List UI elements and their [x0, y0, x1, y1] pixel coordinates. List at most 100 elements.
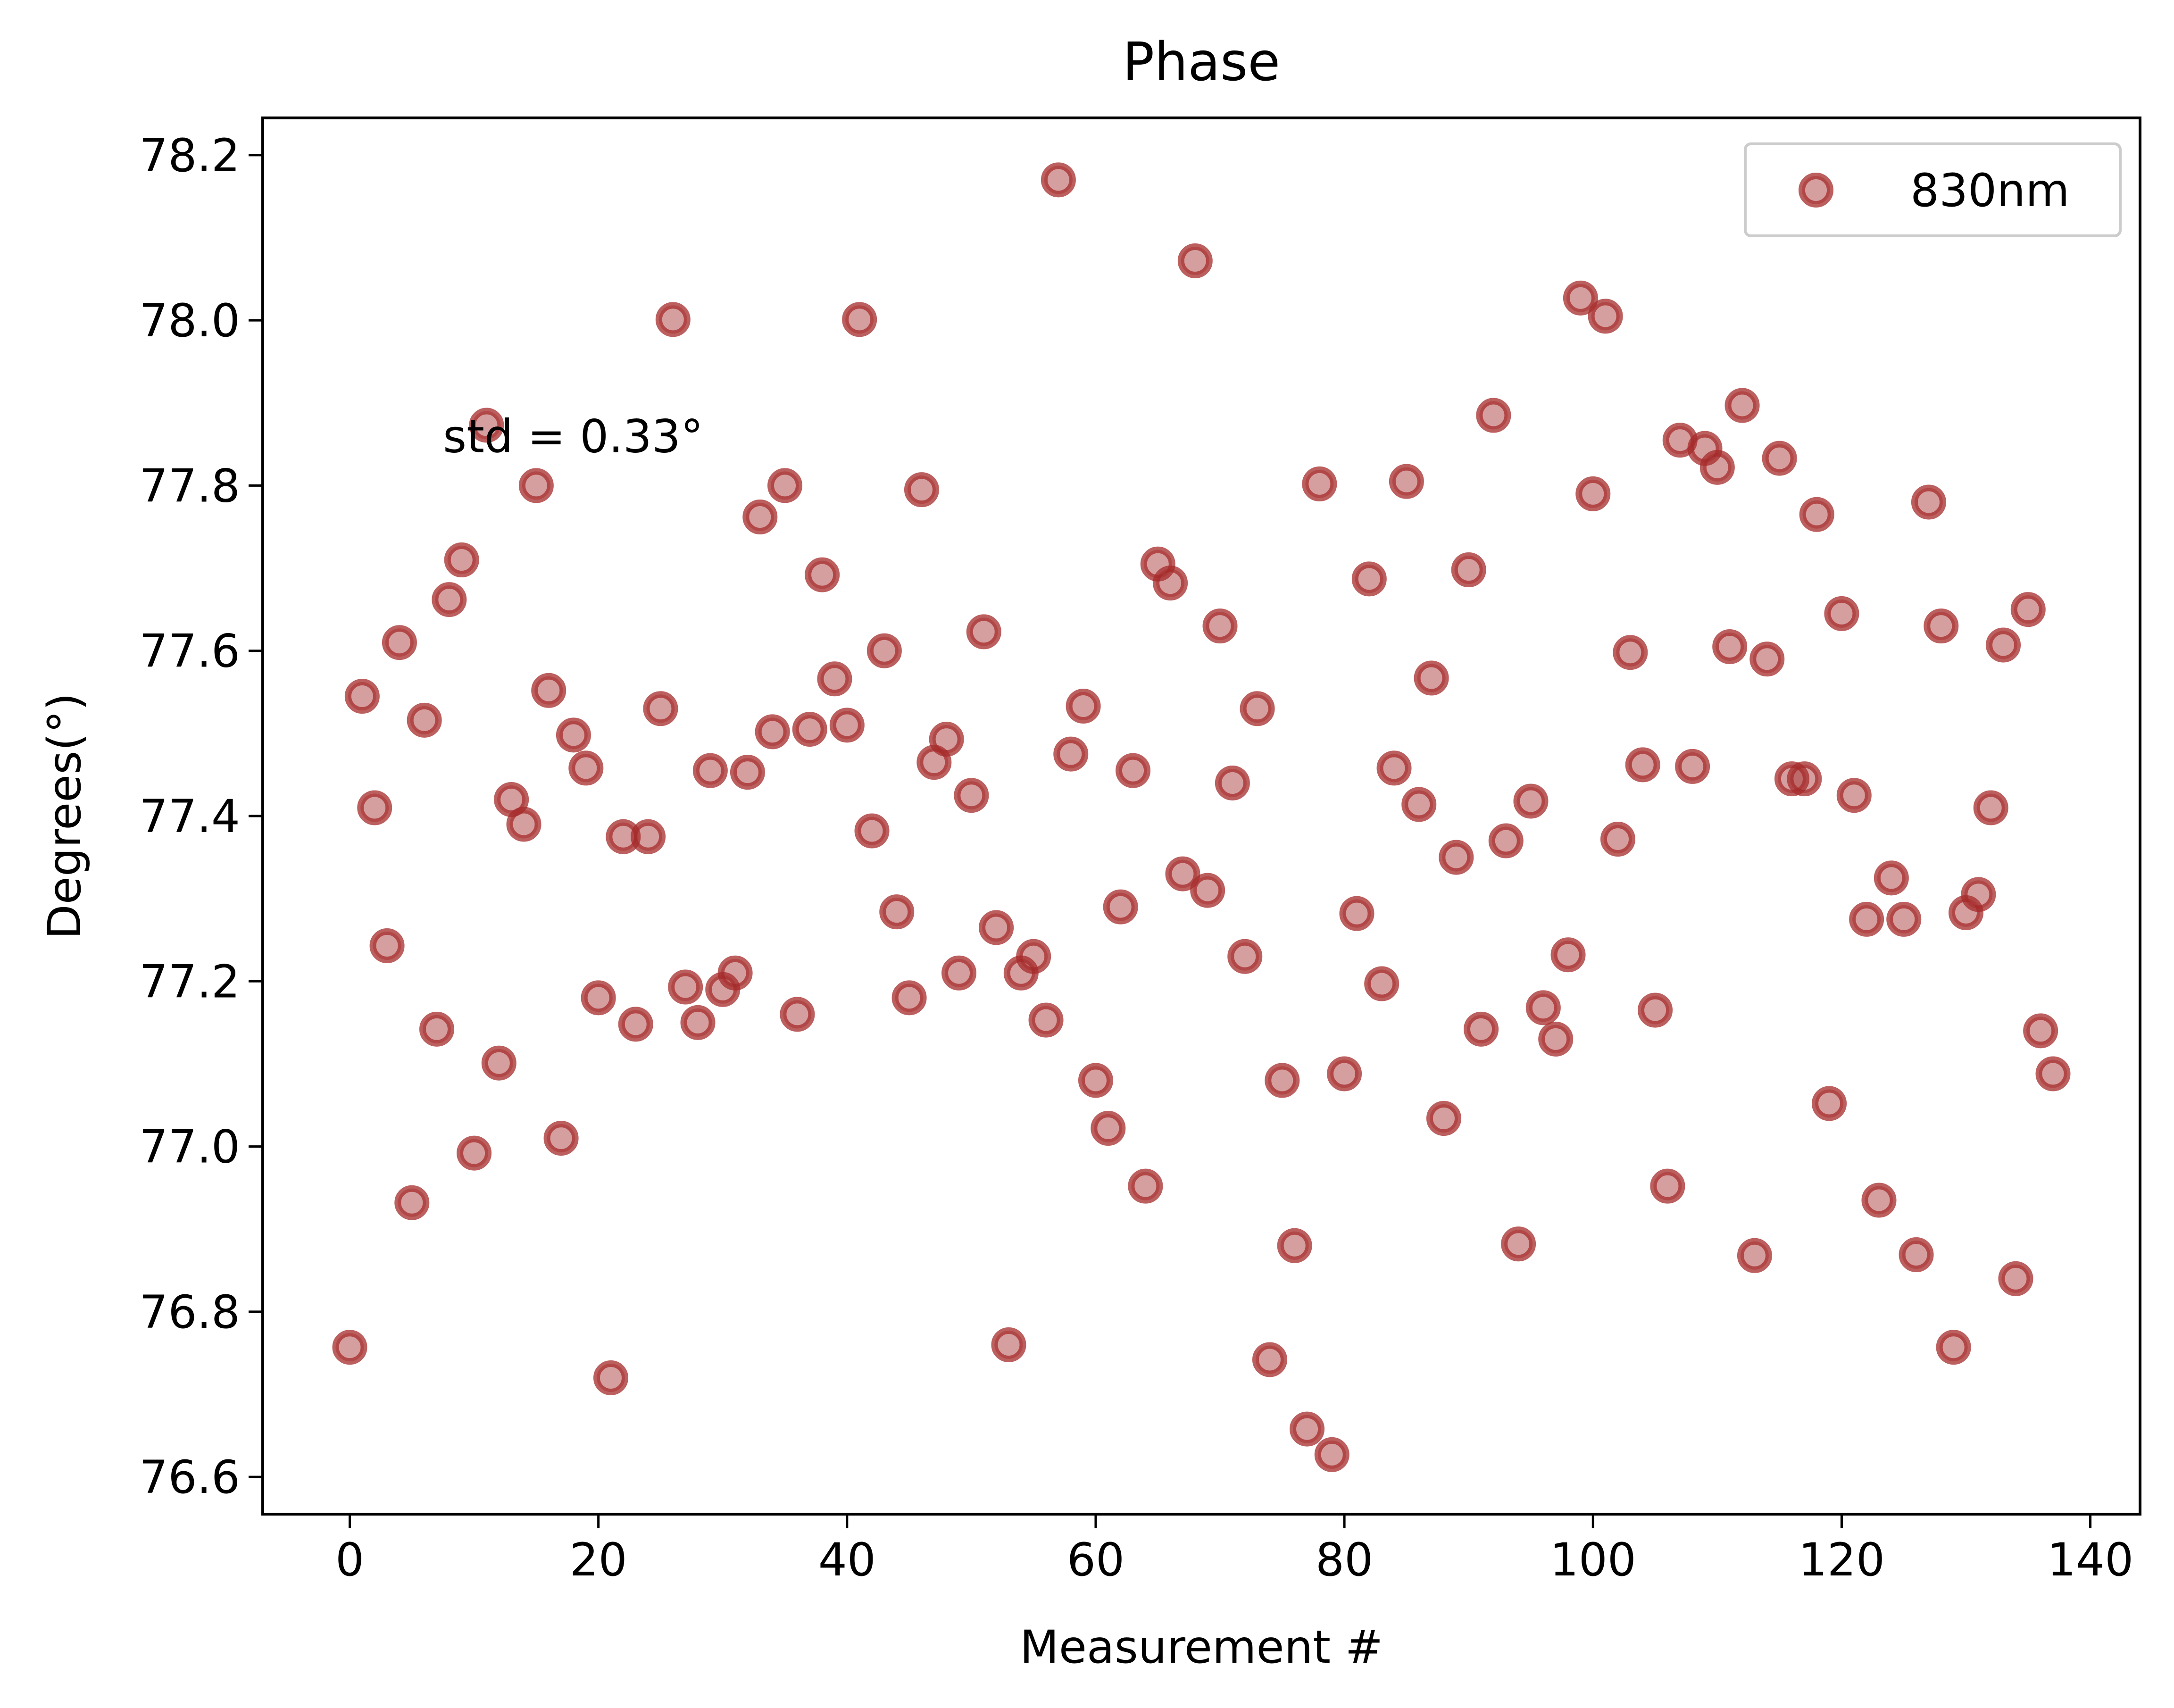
x-tick-label: 140	[2047, 1533, 2133, 1586]
data-point	[1314, 1437, 1349, 1472]
data-point	[1302, 466, 1337, 501]
data-point	[1252, 1342, 1287, 1377]
x-tick-label: 20	[570, 1533, 627, 1586]
data-point	[805, 557, 840, 592]
data-point	[1812, 1086, 1847, 1121]
data-point	[1389, 464, 1424, 499]
y-tick-label: 78.0	[139, 294, 240, 347]
data-point	[854, 813, 890, 849]
data-point	[668, 969, 703, 1005]
data-point	[1638, 992, 1673, 1028]
data-point	[357, 790, 392, 825]
data-point	[1078, 1063, 1113, 1098]
data-point	[717, 955, 753, 991]
data-point	[506, 807, 541, 842]
data-point	[382, 625, 417, 660]
y-tick-label: 76.6	[139, 1451, 240, 1504]
data-point	[1961, 877, 1996, 912]
data-point	[1799, 497, 1834, 532]
y-tick-label: 77.4	[139, 790, 240, 843]
data-point	[1513, 783, 1549, 819]
data-point	[730, 755, 765, 790]
data-point	[866, 633, 902, 668]
y-tick-label: 76.8	[139, 1286, 240, 1339]
data-point	[742, 499, 778, 534]
data-point	[1165, 856, 1200, 891]
data-point	[1488, 823, 1524, 858]
legend-marker-830nm	[1799, 173, 1833, 208]
data-point	[1525, 990, 1561, 1025]
data-point	[593, 1360, 629, 1396]
legend-label-830nm: 830nm	[1910, 164, 2070, 217]
data-point	[1376, 750, 1412, 786]
y-tick-label: 77.8	[139, 459, 240, 512]
data-point	[1762, 441, 1797, 476]
data-point	[1924, 608, 1959, 644]
data-point	[1339, 896, 1374, 931]
data-point	[1712, 629, 1748, 664]
data-point	[1128, 1168, 1163, 1204]
data-point	[1699, 450, 1735, 485]
data-point	[1464, 1011, 1499, 1047]
data-point	[1202, 608, 1238, 644]
plot-area	[261, 117, 2141, 1516]
data-point	[407, 702, 442, 738]
x-tick-label: 60	[1067, 1533, 1124, 1586]
data-point	[1451, 552, 1486, 588]
data-point	[1439, 840, 1474, 875]
data-point	[568, 750, 604, 786]
data-point	[1998, 1261, 2033, 1296]
data-point	[1911, 484, 1946, 520]
data-point	[1563, 280, 1598, 316]
data-point	[1613, 635, 1648, 670]
data-point	[979, 910, 1014, 945]
data-point	[1625, 747, 1660, 783]
data-point	[1277, 1228, 1312, 1263]
data-point	[755, 714, 790, 750]
data-point	[581, 980, 616, 1016]
data-points	[332, 162, 2071, 1472]
data-point	[606, 819, 641, 854]
data-point	[1116, 753, 1151, 788]
data-point	[680, 1005, 716, 1040]
data-point	[792, 712, 827, 747]
legend-box	[1744, 142, 2122, 237]
data-point	[767, 468, 803, 503]
data-point	[543, 1121, 579, 1156]
y-axis-ticks: 76.6 76.8 77.0 77.2 77.4 77.6 77.8 78.0 78.2	[139, 129, 263, 1504]
data-point	[1053, 736, 1089, 772]
x-axis-label: Measurement #	[1020, 1621, 1383, 1674]
std-annotation: std = 0.33°	[443, 410, 703, 463]
data-point	[1886, 901, 1922, 937]
data-point	[2035, 1056, 2071, 1091]
data-point	[1215, 765, 1250, 800]
data-point	[954, 778, 989, 813]
data-point	[1650, 1168, 1685, 1204]
data-point	[1227, 939, 1263, 974]
data-point	[655, 302, 691, 337]
data-point	[1899, 1237, 1934, 1273]
data-point	[1364, 966, 1399, 1001]
y-tick-label: 78.2	[139, 129, 240, 182]
data-point	[1849, 901, 1884, 937]
data-point	[1041, 162, 1076, 198]
data-point	[1675, 749, 1710, 784]
data-point	[469, 408, 504, 443]
data-point	[817, 661, 852, 697]
data-point	[1240, 691, 1275, 726]
data-point	[1414, 660, 1449, 696]
data-point	[1787, 761, 1822, 797]
data-point	[457, 1135, 492, 1171]
data-point	[1028, 1002, 1064, 1038]
data-point	[692, 753, 728, 788]
data-point	[1824, 596, 1859, 631]
data-point	[518, 468, 554, 503]
data-point	[991, 1327, 1026, 1362]
data-point	[1290, 1411, 1325, 1447]
data-point	[1986, 627, 2021, 663]
data-point	[1265, 1063, 1300, 1098]
data-point	[643, 691, 678, 726]
data-point	[891, 980, 927, 1016]
data-point	[1575, 476, 1611, 511]
data-point	[1426, 1101, 1461, 1136]
